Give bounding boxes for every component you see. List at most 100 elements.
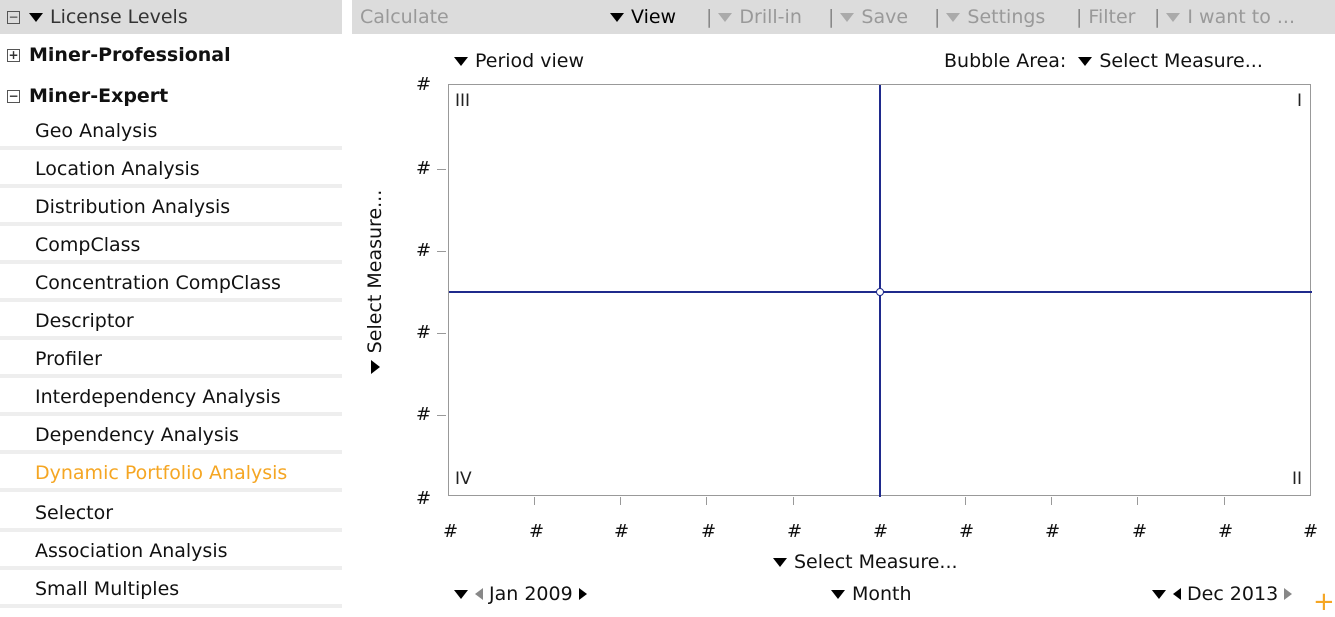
quadrant-axes <box>449 85 1312 497</box>
filter-button[interactable]: | Filter <box>1076 0 1135 34</box>
dropdown-arrow-icon <box>840 12 855 22</box>
group-miner-professional[interactable]: + Miner-Professional <box>0 38 342 72</box>
sidebar-item-distribution-analysis[interactable]: Distribution Analysis <box>0 192 342 226</box>
y-tick-mark <box>437 415 446 416</box>
x-tick-label: # <box>614 521 630 542</box>
x-tick-label: # <box>959 521 975 542</box>
sidebar-item-compclass[interactable]: CompClass <box>0 230 342 264</box>
y-measure-dropdown[interactable]: Select Measure... <box>363 182 387 382</box>
dropdown-arrow-icon <box>773 557 787 567</box>
dropdown-arrow-icon[interactable] <box>29 12 43 22</box>
sidebar-item-interdependency-analysis[interactable]: Interdependency Analysis <box>0 382 342 416</box>
dropdown-arrow-icon <box>1166 12 1181 22</box>
y-tick-label: # <box>416 404 432 425</box>
end-period-prev-icon[interactable] <box>1173 588 1181 600</box>
bubble-area-control: Bubble Area: Select Measure... <box>944 50 1263 72</box>
separator: | <box>828 6 835 28</box>
x-tick-mark <box>1224 497 1225 505</box>
y-tick-mark <box>437 251 446 252</box>
dropdown-arrow-icon <box>831 589 845 599</box>
sidebar-item-label: Small Multiples <box>35 578 180 600</box>
filter-label: Filter <box>1088 6 1136 28</box>
sidebar-item-label: Interdependency Analysis <box>35 386 281 408</box>
i-want-to-menu[interactable]: | I want to ... <box>1154 0 1295 34</box>
sidebar-item-geo-analysis[interactable]: Geo Analysis <box>0 116 342 150</box>
end-period-next-icon[interactable] <box>1284 588 1293 600</box>
sidebar-item-concentration-compclass[interactable]: Concentration CompClass <box>0 268 342 302</box>
period-view-label: Period view <box>475 50 585 72</box>
end-period-dropdown-icon[interactable] <box>1152 589 1166 599</box>
start-period-next-icon[interactable] <box>578 588 587 600</box>
expand-icon[interactable]: + <box>7 48 20 62</box>
license-levels-header[interactable]: − License Levels <box>0 0 342 34</box>
x-tick-mark <box>793 497 794 505</box>
sidebar-item-label: Profiler <box>35 348 102 370</box>
x-tick-label: # <box>443 521 459 542</box>
sidebar-item-label: Concentration CompClass <box>35 272 281 294</box>
license-sidebar: − License Levels + Miner-Professional − … <box>0 0 342 617</box>
license-levels-label: License Levels <box>50 6 188 28</box>
group-label: Miner-Expert <box>29 85 169 107</box>
sidebar-item-label: CompClass <box>35 234 141 256</box>
calculate-button[interactable]: Calculate <box>360 6 449 28</box>
collapse-icon[interactable]: − <box>7 10 20 24</box>
settings-label: Settings <box>967 6 1046 28</box>
x-measure-label: Select Measure... <box>794 551 958 573</box>
x-tick-label: # <box>1045 521 1061 542</box>
sidebar-item-descriptor[interactable]: Descriptor <box>0 306 342 340</box>
plus-icon[interactable]: + <box>1313 587 1335 617</box>
sidebar-item-profiler[interactable]: Profiler <box>0 344 342 378</box>
dropdown-arrow-icon <box>454 56 468 66</box>
sidebar-item-dependency-analysis[interactable]: Dependency Analysis <box>0 420 342 454</box>
x-measure-dropdown[interactable]: Select Measure... <box>773 551 958 573</box>
x-tick-mark <box>965 497 966 505</box>
sidebar-item-label: Association Analysis <box>35 540 228 562</box>
view-label: View <box>631 6 677 28</box>
x-tick-label: # <box>1132 521 1148 542</box>
settings-menu[interactable]: | Settings <box>934 0 1045 34</box>
x-tick-label: # <box>1218 521 1234 542</box>
collapse-icon[interactable]: − <box>7 89 20 103</box>
x-tick-mark <box>1051 497 1052 505</box>
sidebar-item-label: Dynamic Portfolio Analysis <box>35 462 288 484</box>
start-period-prev-icon[interactable] <box>475 588 483 600</box>
view-menu[interactable]: View <box>610 0 676 34</box>
separator: | <box>1154 6 1161 28</box>
dropdown-arrow-icon <box>370 360 380 375</box>
i-want-to-label: I want to ... <box>1187 6 1295 28</box>
sidebar-item-label: Geo Analysis <box>35 120 158 142</box>
x-tick-label: # <box>1303 521 1319 542</box>
quadrant-label-iii: III <box>455 91 471 111</box>
period-view-dropdown[interactable]: Period view <box>454 50 584 72</box>
dropdown-arrow-icon <box>946 12 961 22</box>
x-tick-label: # <box>787 521 803 542</box>
drill-in-menu[interactable]: | Drill-in <box>706 0 802 34</box>
granularity-label: Month <box>852 583 912 605</box>
sidebar-item-selector[interactable]: Selector <box>0 498 342 532</box>
x-tick-label: # <box>873 521 889 542</box>
sidebar-item-location-analysis[interactable]: Location Analysis <box>0 154 342 188</box>
sidebar-item-association-analysis[interactable]: Association Analysis <box>0 536 342 570</box>
group-miner-expert[interactable]: − Miner-Expert <box>0 79 342 113</box>
sidebar-item-label: Descriptor <box>35 310 134 332</box>
bubble-area-label: Bubble Area: <box>944 50 1067 72</box>
save-menu[interactable]: | Save <box>828 0 908 34</box>
sidebar-item-small-multiples[interactable]: Small Multiples <box>0 574 342 608</box>
sidebar-item-label: Dependency Analysis <box>35 424 239 446</box>
quadrant-plot[interactable]: III I IV II <box>448 84 1312 497</box>
start-period-dropdown-icon[interactable] <box>454 589 468 599</box>
group-label: Miner-Professional <box>29 44 231 66</box>
x-tick-label: # <box>701 521 717 542</box>
granularity-dropdown[interactable]: Month <box>831 583 912 605</box>
sidebar-item-label: Selector <box>35 502 114 524</box>
x-tick-mark <box>1137 497 1138 505</box>
x-tick-mark <box>620 497 621 505</box>
x-tick-label: # <box>529 521 545 542</box>
quadrant-label-ii: II <box>1291 469 1302 489</box>
dropdown-arrow-icon <box>1078 56 1093 66</box>
sidebar-item-label: Location Analysis <box>35 158 200 180</box>
bubble-area-measure-dropdown[interactable]: Select Measure... <box>1078 50 1263 72</box>
y-tick-label: # <box>416 322 432 343</box>
x-tick-mark <box>706 497 707 505</box>
sidebar-item-dynamic-portfolio-analysis[interactable]: Dynamic Portfolio Analysis <box>0 458 342 492</box>
